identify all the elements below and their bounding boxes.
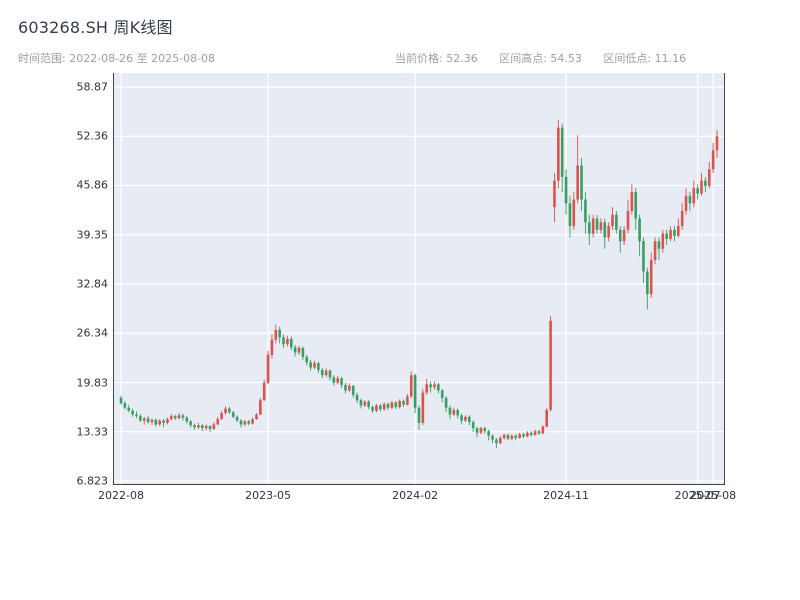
x-tick-label: 2025-08: [690, 489, 737, 502]
y-tick-label: 6.823: [76, 474, 109, 488]
range-high-stat: 区间高点: 54.53: [499, 52, 582, 65]
x-tick-label: 2024-02: [392, 489, 439, 502]
x-tick-label: 2024-11: [543, 489, 590, 502]
range-low-stat: 区间低点: 11.16: [603, 52, 687, 65]
x-tick-label: 2022-08: [98, 489, 144, 502]
y-tick-label: 39.35: [76, 228, 109, 242]
y-tick-label: 52.36: [76, 129, 109, 143]
page-title: 603268.SH 周K线图: [18, 18, 173, 37]
y-tick-label: 58.87: [76, 80, 109, 94]
y-tick-label: 13.33: [76, 425, 109, 439]
y-tick-label: 32.84: [76, 277, 109, 291]
date-range-text: 时间范围: 2022-08-26 至 2025-08-08: [18, 52, 216, 65]
y-tick-label: 26.34: [76, 326, 109, 340]
y-tick-label: 19.83: [76, 376, 109, 390]
current-price-stat: 当前价格: 52.36: [395, 52, 478, 65]
x-tick-label: 2025-07: [674, 489, 721, 502]
stats-row: 当前价格: 52.36 区间高点: 54.53 区间低点: 11.16: [395, 50, 704, 66]
x-tick-label: 2023-05: [245, 489, 292, 502]
y-tick-label: 45.86: [76, 178, 109, 192]
candlestick-plot: [113, 73, 725, 485]
